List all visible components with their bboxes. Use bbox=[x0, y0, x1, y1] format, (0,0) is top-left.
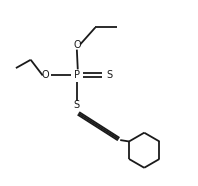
Text: O: O bbox=[73, 40, 81, 50]
Text: P: P bbox=[74, 70, 80, 81]
Text: S: S bbox=[74, 100, 80, 110]
Text: S: S bbox=[107, 70, 113, 81]
Text: O: O bbox=[41, 70, 49, 81]
